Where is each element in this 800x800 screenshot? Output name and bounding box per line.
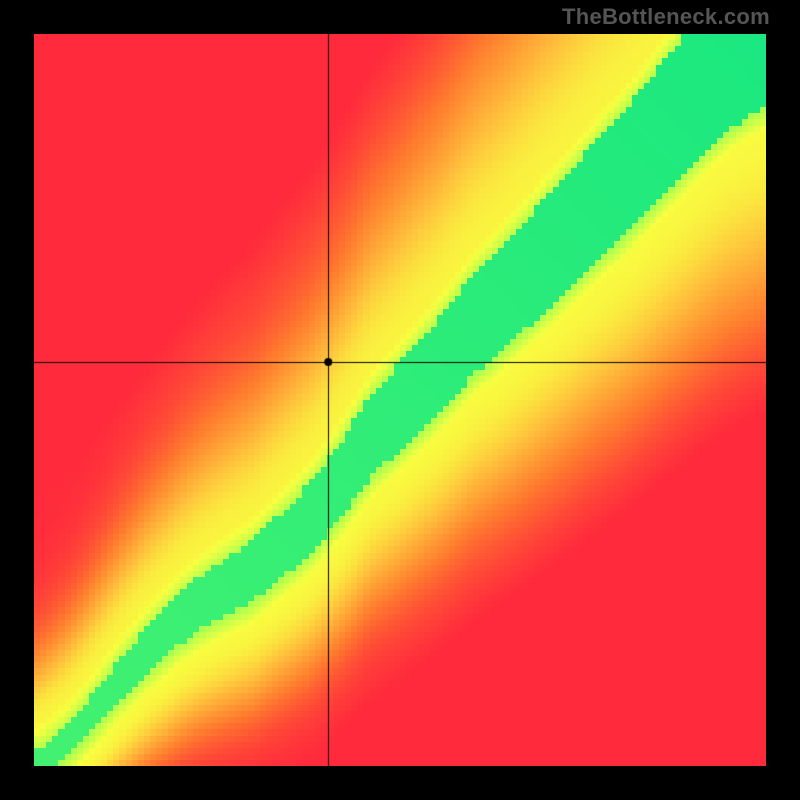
chart-container: TheBottleneck.com (0, 0, 800, 800)
attribution-label: TheBottleneck.com (562, 4, 770, 30)
bottleneck-heatmap (34, 34, 766, 766)
